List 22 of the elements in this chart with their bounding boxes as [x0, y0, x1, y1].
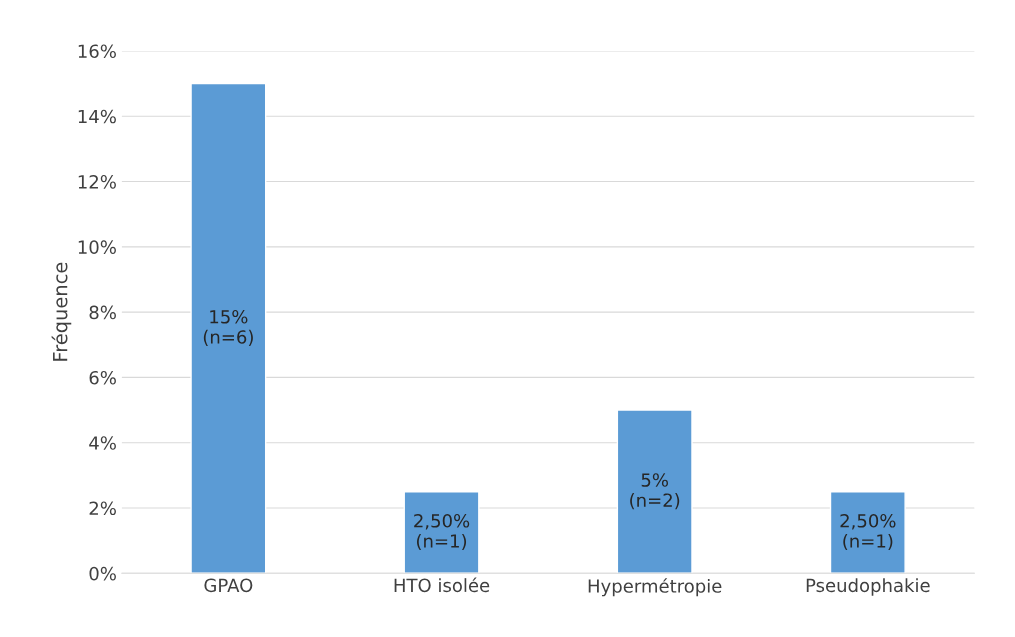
data-label: 2,50% (n=1) — [840, 513, 896, 550]
x-tick-label: GPAO — [204, 578, 253, 593]
x-tick-label: HTO isolée — [394, 577, 490, 593]
data-label: 2,50% (n=1) — [414, 513, 470, 550]
bar — [403, 490, 480, 574]
bar — [190, 82, 267, 574]
y-tick-label: 0% — [89, 566, 116, 581]
x-tick-label: Hypermétropie — [588, 578, 722, 597]
y-tick-label: 2% — [89, 501, 116, 516]
bar — [616, 409, 693, 574]
y-tick-label: 8% — [89, 305, 116, 320]
bar — [829, 490, 906, 574]
y-tick-label: 14% — [78, 109, 116, 124]
y-tick-label: 12% — [78, 175, 116, 189]
y-tick-label: 16% — [78, 44, 116, 59]
y-tick-label: 6% — [89, 370, 116, 385]
y-tick-label: 10% — [78, 240, 116, 254]
y-tick-label: 4% — [89, 436, 116, 450]
data-label: 15% (n=6) — [203, 309, 253, 346]
x-tick-label: Pseudophakie — [806, 578, 930, 596]
data-label: 5% (n=2) — [630, 473, 680, 510]
y-axis-title: Fréquence — [51, 262, 72, 361]
